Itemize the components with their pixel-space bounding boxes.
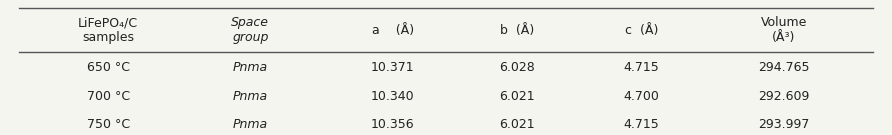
Text: 10.371: 10.371 xyxy=(371,61,415,74)
Text: 6.021: 6.021 xyxy=(500,90,535,103)
Text: 4.715: 4.715 xyxy=(624,118,659,131)
Text: Space
group: Space group xyxy=(231,16,269,44)
Text: 6.021: 6.021 xyxy=(500,118,535,131)
Text: 4.700: 4.700 xyxy=(624,90,659,103)
Text: Volume
(Å³): Volume (Å³) xyxy=(761,16,807,44)
Text: 292.609: 292.609 xyxy=(758,90,810,103)
Text: Pnma: Pnma xyxy=(233,118,268,131)
Text: Pnma: Pnma xyxy=(233,61,268,74)
Text: 294.765: 294.765 xyxy=(758,61,810,74)
Text: Pnma: Pnma xyxy=(233,90,268,103)
Text: a    (Å): a (Å) xyxy=(372,24,414,37)
Text: 10.340: 10.340 xyxy=(371,90,415,103)
Text: 6.028: 6.028 xyxy=(500,61,535,74)
Text: b  (Å): b (Å) xyxy=(500,24,534,37)
Text: 700 °C: 700 °C xyxy=(87,90,129,103)
Text: 10.356: 10.356 xyxy=(371,118,415,131)
Text: 750 °C: 750 °C xyxy=(87,118,129,131)
Text: c  (Å): c (Å) xyxy=(625,24,658,37)
Text: 650 °C: 650 °C xyxy=(87,61,129,74)
Text: LiFePO₄/C
samples: LiFePO₄/C samples xyxy=(78,16,138,44)
Text: 4.715: 4.715 xyxy=(624,61,659,74)
Text: 293.997: 293.997 xyxy=(758,118,810,131)
